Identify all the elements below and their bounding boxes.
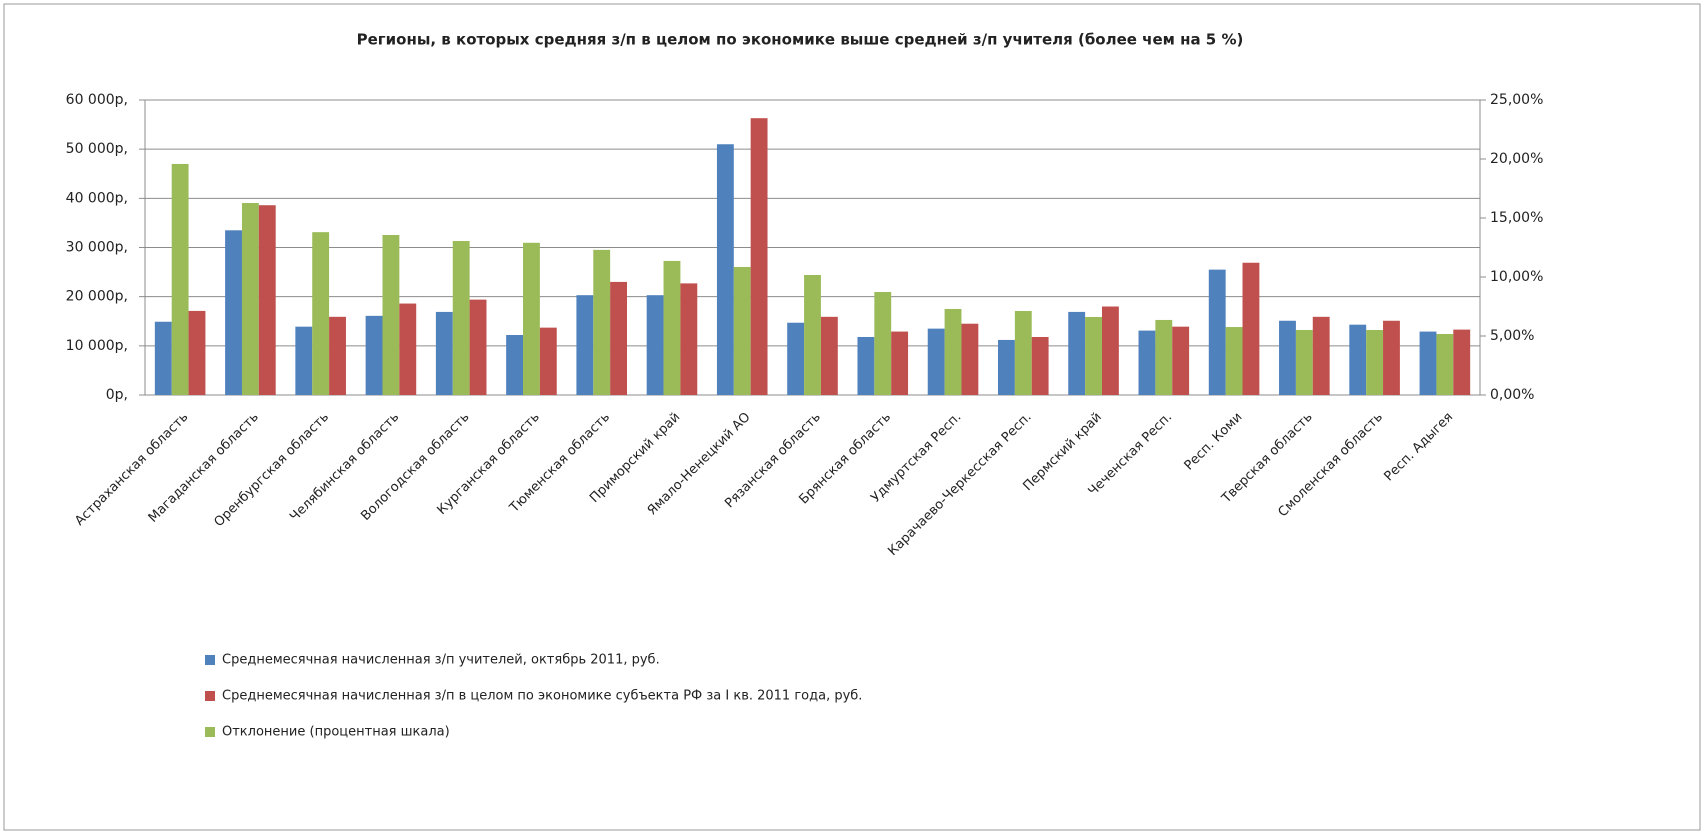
legend-label: Среднемесячная начисленная з/п в целом п… — [222, 689, 862, 704]
bar — [680, 283, 698, 395]
bar — [874, 291, 892, 395]
bar — [663, 260, 681, 395]
y-tick-label: 10 000р, — [66, 338, 128, 354]
bar — [944, 308, 962, 395]
bar — [1279, 320, 1296, 395]
y-tick-label: 60 000р, — [66, 92, 128, 108]
bar — [1068, 311, 1086, 395]
bar — [857, 336, 875, 395]
bar — [1383, 320, 1400, 395]
bar — [820, 316, 838, 395]
bar — [576, 295, 594, 395]
bar — [1242, 262, 1260, 395]
y-tick-label: 20 000р, — [66, 289, 128, 305]
bar — [435, 311, 453, 395]
bar — [523, 242, 540, 395]
bar — [1172, 326, 1190, 395]
bar — [452, 241, 470, 395]
bar — [961, 323, 979, 395]
bar — [787, 322, 805, 395]
legend-label: Отклонение (процентная шкала) — [222, 725, 450, 740]
bar — [1436, 333, 1454, 395]
bar — [312, 232, 330, 395]
bar — [399, 303, 417, 395]
bar — [891, 331, 909, 395]
chart-border — [3, 3, 1701, 831]
bar — [171, 163, 189, 395]
y-tick-label: 30 000р, — [66, 240, 128, 256]
bar — [1225, 327, 1243, 395]
bar — [295, 326, 313, 395]
y2-tick-label: 10,00% — [1490, 269, 1543, 285]
y-tick-label: 0р, — [106, 387, 128, 403]
bar — [610, 281, 628, 395]
bar — [469, 299, 487, 395]
bar — [539, 327, 557, 395]
bar — [241, 203, 259, 395]
y2-tick-label: 20,00% — [1490, 151, 1543, 167]
bar — [154, 321, 172, 395]
bar — [927, 328, 945, 395]
bar — [1295, 329, 1313, 395]
bar — [365, 315, 383, 395]
legend-label: Среднемесячная начисленная з/п учителей,… — [222, 653, 660, 668]
bar — [1349, 324, 1367, 395]
y-tick-label: 40 000р, — [66, 190, 128, 206]
y2-tick-label: 25,00% — [1490, 92, 1543, 108]
bar — [382, 234, 400, 395]
bar — [1138, 330, 1156, 395]
bar — [997, 339, 1015, 395]
chart-title: Регионы, в которых средняя з/п в целом п… — [357, 31, 1244, 49]
bar — [225, 230, 242, 395]
y2-tick-label: 15,00% — [1490, 210, 1543, 226]
bar — [804, 274, 821, 395]
legend-swatch — [205, 691, 215, 701]
bar — [750, 118, 768, 396]
bar — [329, 316, 346, 395]
bar — [1366, 329, 1384, 395]
bar — [1085, 317, 1102, 395]
bar — [1208, 269, 1226, 395]
bar — [1031, 336, 1049, 395]
bar — [1155, 319, 1173, 395]
bar — [1014, 310, 1032, 395]
bar — [593, 249, 611, 395]
bar — [646, 295, 664, 395]
bar — [1453, 329, 1471, 395]
bar — [733, 266, 751, 395]
y-tick-label: 50 000р, — [66, 141, 128, 157]
y2-tick-label: 5,00% — [1490, 328, 1534, 344]
legend-swatch — [205, 727, 215, 737]
bar — [1101, 306, 1119, 395]
bar — [716, 144, 734, 395]
y2-tick-label: 0,00% — [1490, 387, 1534, 403]
bar — [258, 205, 276, 395]
bar — [188, 310, 206, 395]
bar — [506, 335, 524, 395]
bar — [1419, 331, 1437, 395]
legend-swatch — [205, 655, 215, 665]
bar — [1312, 316, 1330, 395]
